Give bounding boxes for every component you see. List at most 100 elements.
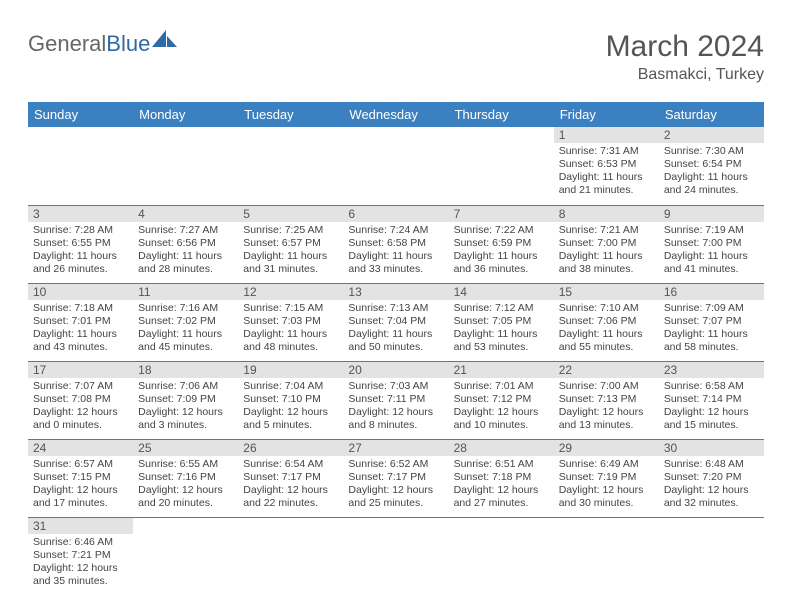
calendar-day-cell: 29Sunrise: 6:49 AMSunset: 7:19 PMDayligh… — [554, 439, 659, 517]
day-details: Sunrise: 6:55 AMSunset: 7:16 PMDaylight:… — [133, 456, 238, 515]
calendar-day-cell: 12Sunrise: 7:15 AMSunset: 7:03 PMDayligh… — [238, 283, 343, 361]
calendar-table: SundayMondayTuesdayWednesdayThursdayFrid… — [28, 102, 764, 595]
calendar-day-cell — [28, 127, 133, 205]
calendar-body: 1Sunrise: 7:31 AMSunset: 6:53 PMDaylight… — [28, 127, 764, 595]
weekday-header: Monday — [133, 102, 238, 127]
day-number: 28 — [449, 440, 554, 456]
day-details: Sunrise: 7:06 AMSunset: 7:09 PMDaylight:… — [133, 378, 238, 437]
day-number: 12 — [238, 284, 343, 300]
calendar-day-cell: 27Sunrise: 6:52 AMSunset: 7:17 PMDayligh… — [343, 439, 448, 517]
day-number: 6 — [343, 206, 448, 222]
calendar-week-row: 31Sunrise: 6:46 AMSunset: 7:21 PMDayligh… — [28, 517, 764, 595]
calendar-day-cell: 17Sunrise: 7:07 AMSunset: 7:08 PMDayligh… — [28, 361, 133, 439]
calendar-day-cell: 23Sunrise: 6:58 AMSunset: 7:14 PMDayligh… — [659, 361, 764, 439]
weekday-header: Tuesday — [238, 102, 343, 127]
month-title: March 2024 — [606, 30, 764, 64]
day-details: Sunrise: 6:54 AMSunset: 7:17 PMDaylight:… — [238, 456, 343, 515]
day-number: 29 — [554, 440, 659, 456]
calendar-day-cell: 26Sunrise: 6:54 AMSunset: 7:17 PMDayligh… — [238, 439, 343, 517]
calendar-day-cell — [343, 127, 448, 205]
day-details: Sunrise: 7:07 AMSunset: 7:08 PMDaylight:… — [28, 378, 133, 437]
day-number: 20 — [343, 362, 448, 378]
day-details: Sunrise: 7:03 AMSunset: 7:11 PMDaylight:… — [343, 378, 448, 437]
day-details: Sunrise: 6:57 AMSunset: 7:15 PMDaylight:… — [28, 456, 133, 515]
day-number: 9 — [659, 206, 764, 222]
day-details: Sunrise: 7:09 AMSunset: 7:07 PMDaylight:… — [659, 300, 764, 359]
calendar-day-cell: 14Sunrise: 7:12 AMSunset: 7:05 PMDayligh… — [449, 283, 554, 361]
day-number: 8 — [554, 206, 659, 222]
calendar-day-cell: 31Sunrise: 6:46 AMSunset: 7:21 PMDayligh… — [28, 517, 133, 595]
day-number: 26 — [238, 440, 343, 456]
calendar-header-row: SundayMondayTuesdayWednesdayThursdayFrid… — [28, 102, 764, 127]
weekday-header: Wednesday — [343, 102, 448, 127]
calendar-day-cell: 4Sunrise: 7:27 AMSunset: 6:56 PMDaylight… — [133, 205, 238, 283]
day-details: Sunrise: 7:28 AMSunset: 6:55 PMDaylight:… — [28, 222, 133, 281]
calendar-day-cell — [238, 127, 343, 205]
calendar-day-cell: 20Sunrise: 7:03 AMSunset: 7:11 PMDayligh… — [343, 361, 448, 439]
calendar-day-cell — [238, 517, 343, 595]
location: Basmakci, Turkey — [606, 66, 764, 84]
day-number: 3 — [28, 206, 133, 222]
weekday-header: Sunday — [28, 102, 133, 127]
header: GeneralBlue March 2024 Basmakci, Turkey — [28, 30, 764, 84]
calendar-day-cell: 24Sunrise: 6:57 AMSunset: 7:15 PMDayligh… — [28, 439, 133, 517]
day-details: Sunrise: 7:16 AMSunset: 7:02 PMDaylight:… — [133, 300, 238, 359]
day-number: 5 — [238, 206, 343, 222]
day-details: Sunrise: 6:51 AMSunset: 7:18 PMDaylight:… — [449, 456, 554, 515]
calendar-day-cell: 25Sunrise: 6:55 AMSunset: 7:16 PMDayligh… — [133, 439, 238, 517]
day-details: Sunrise: 7:31 AMSunset: 6:53 PMDaylight:… — [554, 143, 659, 202]
day-details: Sunrise: 6:52 AMSunset: 7:17 PMDaylight:… — [343, 456, 448, 515]
day-number: 24 — [28, 440, 133, 456]
logo-text-general: General — [28, 31, 106, 57]
day-details: Sunrise: 7:30 AMSunset: 6:54 PMDaylight:… — [659, 143, 764, 202]
calendar-week-row: 1Sunrise: 7:31 AMSunset: 6:53 PMDaylight… — [28, 127, 764, 205]
calendar-day-cell: 9Sunrise: 7:19 AMSunset: 7:00 PMDaylight… — [659, 205, 764, 283]
day-number: 17 — [28, 362, 133, 378]
logo-sail-icon — [152, 30, 178, 48]
day-number: 27 — [343, 440, 448, 456]
day-details: Sunrise: 6:46 AMSunset: 7:21 PMDaylight:… — [28, 534, 133, 593]
day-number: 25 — [133, 440, 238, 456]
day-details: Sunrise: 7:12 AMSunset: 7:05 PMDaylight:… — [449, 300, 554, 359]
weekday-header: Saturday — [659, 102, 764, 127]
day-number: 16 — [659, 284, 764, 300]
calendar-day-cell: 21Sunrise: 7:01 AMSunset: 7:12 PMDayligh… — [449, 361, 554, 439]
calendar-day-cell: 19Sunrise: 7:04 AMSunset: 7:10 PMDayligh… — [238, 361, 343, 439]
calendar-day-cell: 13Sunrise: 7:13 AMSunset: 7:04 PMDayligh… — [343, 283, 448, 361]
calendar-day-cell: 28Sunrise: 6:51 AMSunset: 7:18 PMDayligh… — [449, 439, 554, 517]
calendar-day-cell: 7Sunrise: 7:22 AMSunset: 6:59 PMDaylight… — [449, 205, 554, 283]
day-details: Sunrise: 6:49 AMSunset: 7:19 PMDaylight:… — [554, 456, 659, 515]
calendar-day-cell: 6Sunrise: 7:24 AMSunset: 6:58 PMDaylight… — [343, 205, 448, 283]
day-number: 31 — [28, 518, 133, 534]
day-details: Sunrise: 6:48 AMSunset: 7:20 PMDaylight:… — [659, 456, 764, 515]
calendar-day-cell: 3Sunrise: 7:28 AMSunset: 6:55 PMDaylight… — [28, 205, 133, 283]
day-details: Sunrise: 7:25 AMSunset: 6:57 PMDaylight:… — [238, 222, 343, 281]
title-block: March 2024 Basmakci, Turkey — [606, 30, 764, 84]
calendar-day-cell — [449, 517, 554, 595]
day-details: Sunrise: 7:15 AMSunset: 7:03 PMDaylight:… — [238, 300, 343, 359]
calendar-day-cell: 10Sunrise: 7:18 AMSunset: 7:01 PMDayligh… — [28, 283, 133, 361]
day-number: 10 — [28, 284, 133, 300]
calendar-day-cell — [554, 517, 659, 595]
calendar-day-cell — [449, 127, 554, 205]
calendar-day-cell — [659, 517, 764, 595]
logo-text-blue: Blue — [106, 31, 150, 57]
calendar-day-cell — [133, 517, 238, 595]
calendar-day-cell: 18Sunrise: 7:06 AMSunset: 7:09 PMDayligh… — [133, 361, 238, 439]
day-details: Sunrise: 7:22 AMSunset: 6:59 PMDaylight:… — [449, 222, 554, 281]
calendar-week-row: 24Sunrise: 6:57 AMSunset: 7:15 PMDayligh… — [28, 439, 764, 517]
calendar-day-cell: 1Sunrise: 7:31 AMSunset: 6:53 PMDaylight… — [554, 127, 659, 205]
logo: GeneralBlue — [28, 30, 178, 58]
day-details: Sunrise: 6:58 AMSunset: 7:14 PMDaylight:… — [659, 378, 764, 437]
calendar-day-cell — [133, 127, 238, 205]
day-number: 4 — [133, 206, 238, 222]
day-number: 15 — [554, 284, 659, 300]
calendar-day-cell: 16Sunrise: 7:09 AMSunset: 7:07 PMDayligh… — [659, 283, 764, 361]
calendar-day-cell: 11Sunrise: 7:16 AMSunset: 7:02 PMDayligh… — [133, 283, 238, 361]
calendar-day-cell: 30Sunrise: 6:48 AMSunset: 7:20 PMDayligh… — [659, 439, 764, 517]
calendar-week-row: 3Sunrise: 7:28 AMSunset: 6:55 PMDaylight… — [28, 205, 764, 283]
day-number: 23 — [659, 362, 764, 378]
day-details: Sunrise: 7:00 AMSunset: 7:13 PMDaylight:… — [554, 378, 659, 437]
calendar-day-cell: 2Sunrise: 7:30 AMSunset: 6:54 PMDaylight… — [659, 127, 764, 205]
calendar-day-cell: 5Sunrise: 7:25 AMSunset: 6:57 PMDaylight… — [238, 205, 343, 283]
